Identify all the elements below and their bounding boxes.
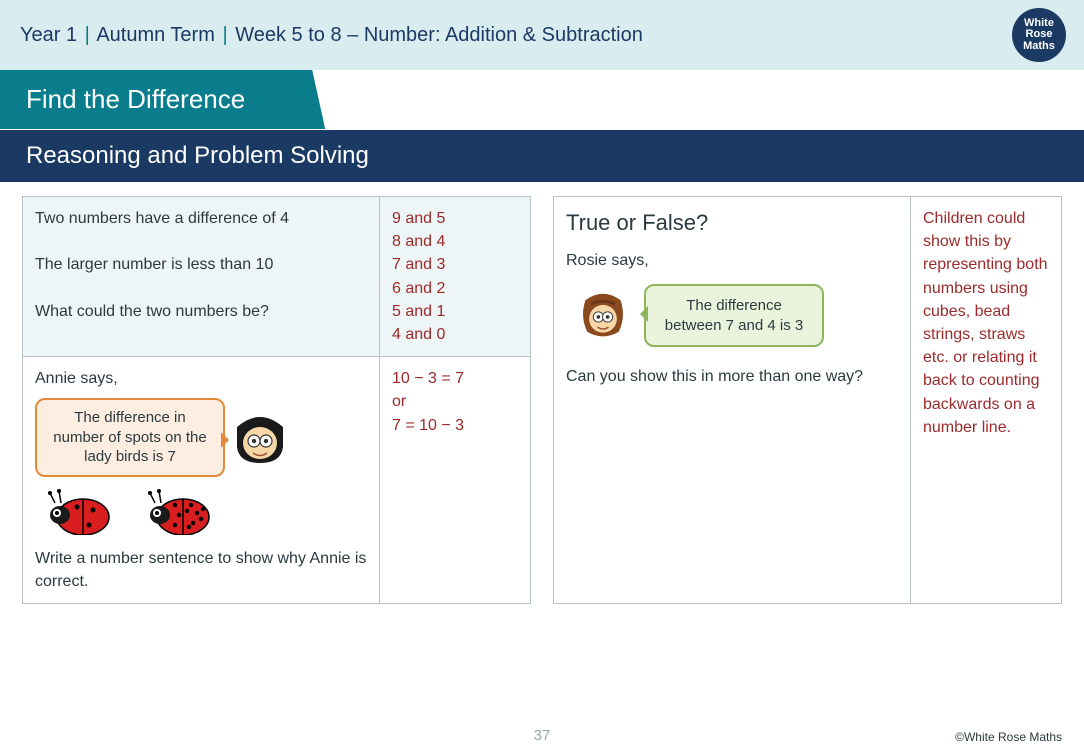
question-cell: Two numbers have a difference of 4 The l…: [23, 197, 380, 356]
breadcrumb-term: Autumn Term: [96, 24, 215, 46]
answer-cell: 9 and 5 8 and 4 7 and 3 6 and 2 5 and 1 …: [380, 197, 530, 356]
answer-line: 6 and 2: [392, 277, 518, 300]
question-text: What could the two numbers be?: [35, 300, 367, 323]
answer-line: 4 and 0: [392, 323, 518, 346]
ladybird-icon: [45, 485, 115, 535]
breadcrumb: Year 1 | Autumn Term | Week 5 to 8 – Num…: [20, 24, 643, 47]
ladybirds-row: [45, 485, 367, 535]
question-row: Two numbers have a difference of 4 The l…: [23, 197, 530, 357]
question-prompt: Write a number sentence to show why Anni…: [35, 547, 367, 593]
answer-line: 7 and 3: [392, 253, 518, 276]
answer-line: 10 − 3 = 7: [392, 367, 518, 390]
question-cell: True or False? Rosie says, The differenc…: [554, 197, 911, 603]
answer-line: or: [392, 390, 518, 413]
question-row: Annie says, The difference in number of …: [23, 357, 530, 603]
header-band: Year 1 | Autumn Term | Week 5 to 8 – Num…: [0, 0, 1084, 70]
copyright-text: ©White Rose Maths: [955, 730, 1062, 744]
rosie-face-icon: [576, 291, 630, 341]
question-intro: Annie says,: [35, 367, 367, 390]
rosie-row: The difference between 7 and 4 is 3: [576, 284, 898, 347]
speech-bubble-green: The difference between 7 and 4 is 3: [644, 284, 824, 347]
secondary-title: Reasoning and Problem Solving: [0, 130, 1084, 182]
right-column: True or False? Rosie says, The differenc…: [553, 196, 1062, 604]
breadcrumb-week: Week 5 to 8 – Number: Addition & Subtrac…: [235, 24, 643, 46]
content-area: Two numbers have a difference of 4 The l…: [0, 182, 1084, 604]
question-row: True or False? Rosie says, The differenc…: [554, 197, 1061, 603]
page-number: 37: [0, 727, 1084, 744]
separator: |: [85, 24, 90, 46]
answer-line: 9 and 5: [392, 207, 518, 230]
answer-line: 5 and 1: [392, 300, 518, 323]
logo-line: Maths: [1023, 41, 1055, 53]
annie-face-icon: [233, 413, 287, 463]
left-column: Two numbers have a difference of 4 The l…: [22, 196, 531, 604]
answer-cell: 10 − 3 = 7 or 7 = 10 − 3: [380, 357, 530, 603]
annie-row: The difference in number of spots on the…: [35, 398, 367, 477]
primary-title-wrap: Find the Difference: [0, 70, 1084, 130]
answer-line: 7 = 10 − 3: [392, 414, 518, 437]
breadcrumb-year: Year 1: [20, 24, 77, 46]
question-intro: Rosie says,: [566, 249, 898, 272]
question-text: Two numbers have a difference of 4: [35, 207, 367, 230]
separator: |: [222, 24, 227, 46]
question-cell: Annie says, The difference in number of …: [23, 357, 380, 603]
question-text: The larger number is less than 10: [35, 253, 367, 276]
question-prompt: Can you show this in more than one way?: [566, 365, 898, 388]
answer-cell: Children could show this by representing…: [911, 197, 1061, 603]
answer-line: 8 and 4: [392, 230, 518, 253]
speech-bubble-orange: The difference in number of spots on the…: [35, 398, 225, 477]
primary-title: Find the Difference: [0, 70, 325, 129]
question-heading: True or False?: [566, 207, 898, 239]
ladybird-icon: [145, 485, 215, 535]
brand-logo: White Rose Maths: [1012, 8, 1066, 62]
